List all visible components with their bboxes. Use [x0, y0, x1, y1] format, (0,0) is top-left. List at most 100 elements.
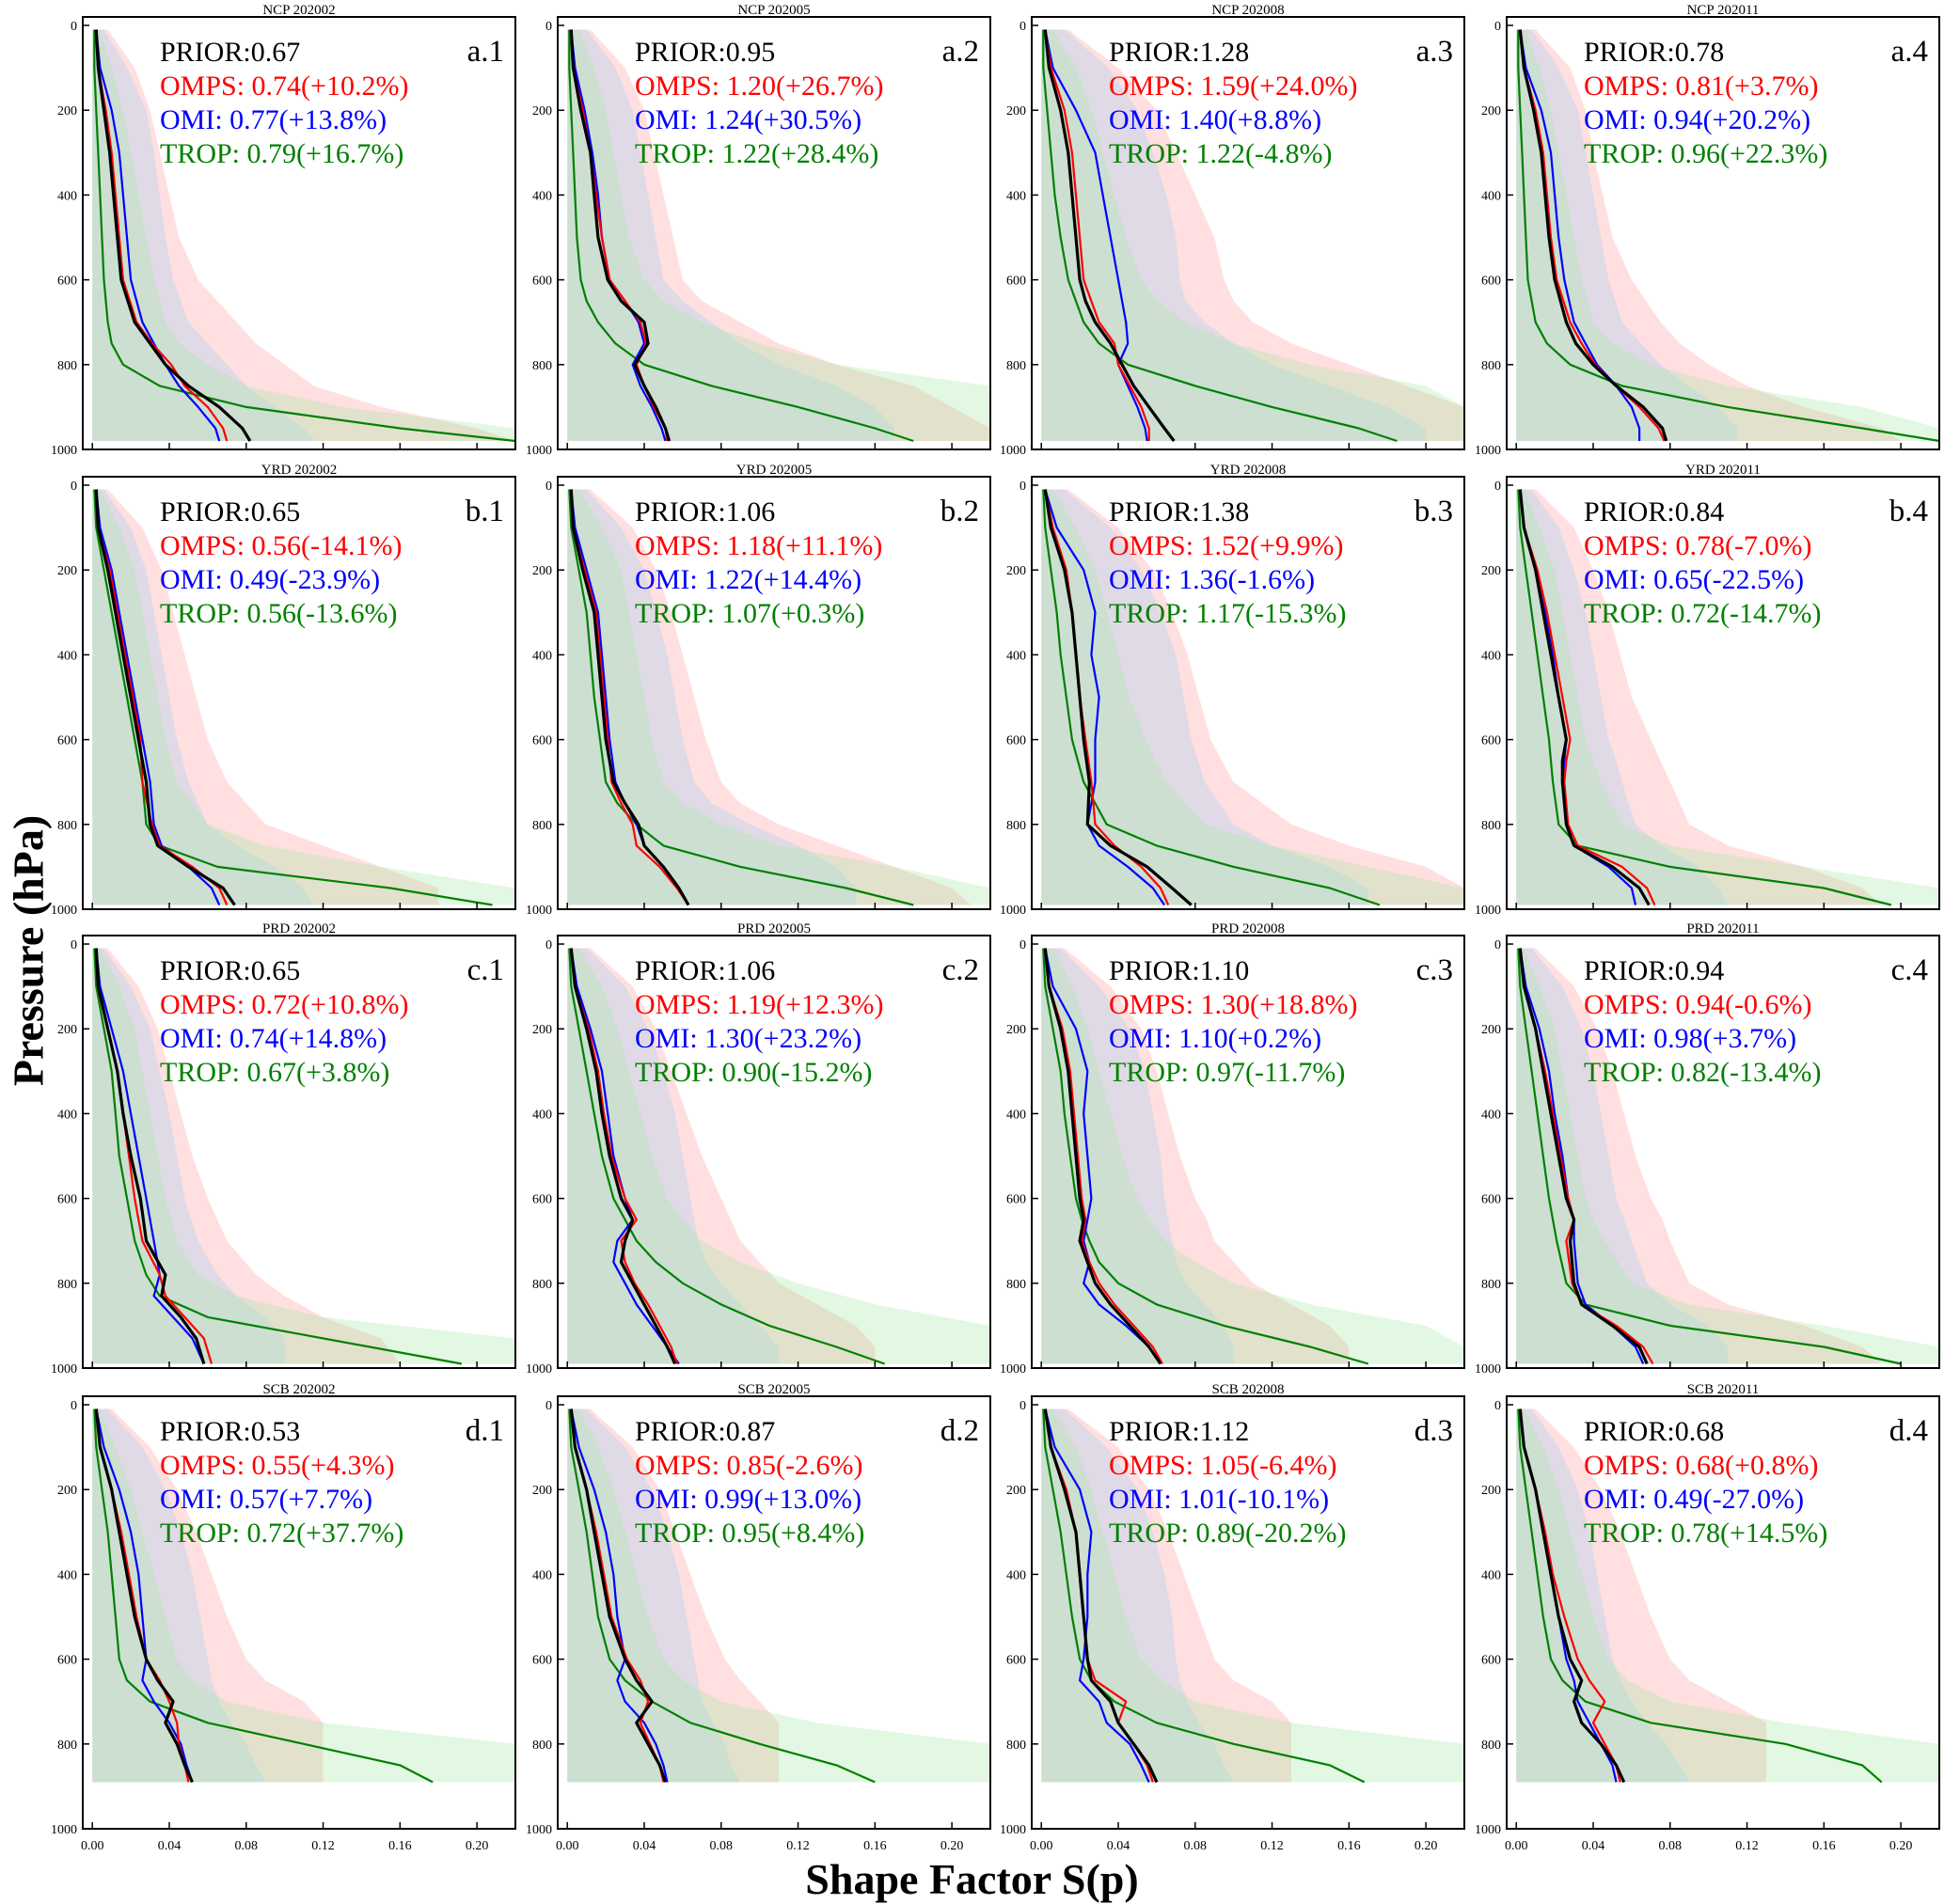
y-tick-label: 1000	[1475, 1362, 1501, 1377]
y-tick-label: 0	[545, 480, 552, 494]
band-omps	[92, 489, 439, 905]
x-tick-label: 0.04	[1107, 1839, 1130, 1853]
panel-a-4: 0 200 400 600 800 1000 NCP 202011 a.4 PRIOR:0.78…	[1475, 3, 1940, 458]
panel-d-4: 0 200 400 600 800 1000 0.00 0.04 0.08 0.12 0.16 0.2…	[1475, 1382, 1940, 1853]
axes-frame	[82, 935, 516, 1369]
y-tick-label: 0	[71, 480, 77, 494]
band-trop	[1041, 1408, 1464, 1783]
y-tick-label: 800	[57, 1278, 77, 1292]
y-tick-label: 600	[532, 734, 552, 748]
panel-label: d.4	[1889, 1414, 1928, 1448]
y-tick-label: 0	[1019, 20, 1026, 34]
y-tick-label: 1000	[526, 904, 552, 918]
line-omps	[95, 489, 229, 905]
y-tick-label: 1000	[51, 444, 77, 458]
y-tick-label: 200	[532, 1023, 552, 1037]
y-tick-label: 600	[57, 275, 77, 289]
panel-b-2: 0 200 400 600 800 1000 YRD 202005 b.2 PRIOR:1.06…	[526, 463, 991, 918]
y-tick-label: 0	[1494, 1399, 1501, 1413]
x-tick-label: 0.00	[81, 1839, 104, 1853]
y-tick-label: 1000	[1475, 444, 1501, 458]
x-tick-label: 0.00	[556, 1839, 579, 1853]
y-tick-label: 1000	[1475, 1823, 1501, 1837]
x-tick-label: 0.16	[863, 1839, 887, 1853]
band-omi	[567, 489, 856, 905]
panel-label: b.4	[1889, 495, 1928, 528]
stat-trop: TROP: 0.72(+37.7%)	[160, 1518, 403, 1549]
panel-label: a.1	[467, 35, 504, 69]
stat-trop: TROP: 1.07(+0.3%)	[635, 598, 864, 629]
y-tick-label: 400	[1006, 1108, 1026, 1122]
stat-omps: OMPS: 0.55(+4.3%)	[160, 1450, 394, 1481]
stat-omps: OMPS: 0.85(-2.6%)	[635, 1450, 863, 1481]
y-tick-label: 800	[532, 1739, 552, 1753]
panel-label: c.3	[1416, 953, 1453, 987]
stat-prior: PRIOR:0.94	[1584, 955, 1724, 986]
band-omi	[1516, 29, 1738, 441]
line-trop	[1517, 1408, 1883, 1784]
line-trop	[568, 948, 885, 1365]
panel-title: PRD 202002	[262, 921, 336, 936]
line-prior	[1043, 1408, 1159, 1784]
stat-prior: PRIOR:0.87	[635, 1416, 775, 1447]
line-trop	[1517, 29, 1939, 443]
y-tick-label: 800	[532, 359, 552, 373]
panel-a-3: 0 200 400 600 800 1000 NCP 202008 a.3 PRIOR:1.28…	[1000, 3, 1465, 458]
y-tick-label: 800	[532, 819, 552, 833]
panel-title: NCP 202008	[1211, 3, 1284, 18]
plot-area	[1516, 1408, 1939, 1784]
y-tick-label: 200	[1006, 1023, 1026, 1037]
y-tick-label: 400	[1006, 649, 1026, 663]
line-prior	[94, 1408, 194, 1784]
panel-d-1: 0 200 400 600 800 1000 0.00 0.04 0.08 0.12 0.16 0.2…	[51, 1382, 516, 1853]
y-tick-label: 200	[532, 104, 552, 118]
y-tick-label: 1000	[1000, 444, 1026, 458]
panel-title: SCB 202005	[737, 1382, 810, 1397]
x-tick-label: 0.08	[235, 1839, 259, 1853]
line-omi	[95, 948, 205, 1364]
stat-trop: TROP: 0.95(+8.4%)	[635, 1518, 864, 1549]
stat-trop: TROP: 0.56(-13.6%)	[160, 598, 397, 629]
x-tick-label: 0.20	[1415, 1839, 1438, 1853]
plot-area	[1041, 489, 1464, 906]
stat-prior: PRIOR:0.78	[1584, 37, 1724, 68]
band-omi	[1516, 489, 1729, 905]
y-tick-label: 0	[1494, 20, 1501, 34]
y-tick-label: 600	[1006, 275, 1026, 289]
y-tick-label: 800	[1006, 359, 1026, 373]
y-tick-label: 1000	[526, 444, 552, 458]
x-tick-label: 0.20	[466, 1839, 489, 1853]
stat-trop: TROP: 1.17(-15.3%)	[1109, 598, 1346, 629]
y-tick-label: 800	[1006, 819, 1026, 833]
y-tick-label: 1000	[1475, 904, 1501, 918]
panel-title: YRD 202005	[736, 463, 812, 478]
panel-label: d.1	[466, 1414, 504, 1448]
line-omps	[570, 948, 678, 1364]
stat-omps: OMPS: 0.94(-0.6%)	[1584, 989, 1812, 1020]
panel-title: SCB 202011	[1687, 1382, 1760, 1397]
y-tick-label: 400	[1481, 649, 1501, 663]
plot-area	[567, 948, 990, 1365]
line-trop	[93, 948, 462, 1365]
axes-frame	[1506, 935, 1940, 1369]
stat-omps: OMPS: 0.68(+0.8%)	[1584, 1450, 1818, 1481]
stat-prior: PRIOR:0.53	[160, 1416, 300, 1447]
panel-label: c.2	[942, 953, 979, 987]
y-tick-label: 0	[71, 938, 77, 952]
x-axis-title: Shape Factor S(p)	[805, 1855, 1139, 1903]
band-trop	[567, 29, 990, 441]
y-tick-label: 0	[545, 20, 552, 34]
stat-omps: OMPS: 1.19(+12.3%)	[635, 989, 883, 1020]
y-tick-label: 200	[1006, 564, 1026, 578]
panel-d-2: 0 200 400 600 800 1000 0.00 0.04 0.08 0.12 0.16 0.2…	[526, 1382, 991, 1853]
band-omps	[567, 489, 972, 905]
panel-title: SCB 202008	[1211, 1382, 1284, 1397]
y-tick-label: 800	[1481, 819, 1501, 833]
stat-prior: PRIOR:1.12	[1109, 1416, 1249, 1447]
plot-area	[92, 489, 515, 906]
panel-label: a.3	[1416, 35, 1453, 69]
stat-trop: TROP: 0.90(-15.2%)	[635, 1057, 872, 1088]
axes-frame	[82, 476, 516, 910]
panel-title: YRD 202008	[1210, 463, 1286, 478]
